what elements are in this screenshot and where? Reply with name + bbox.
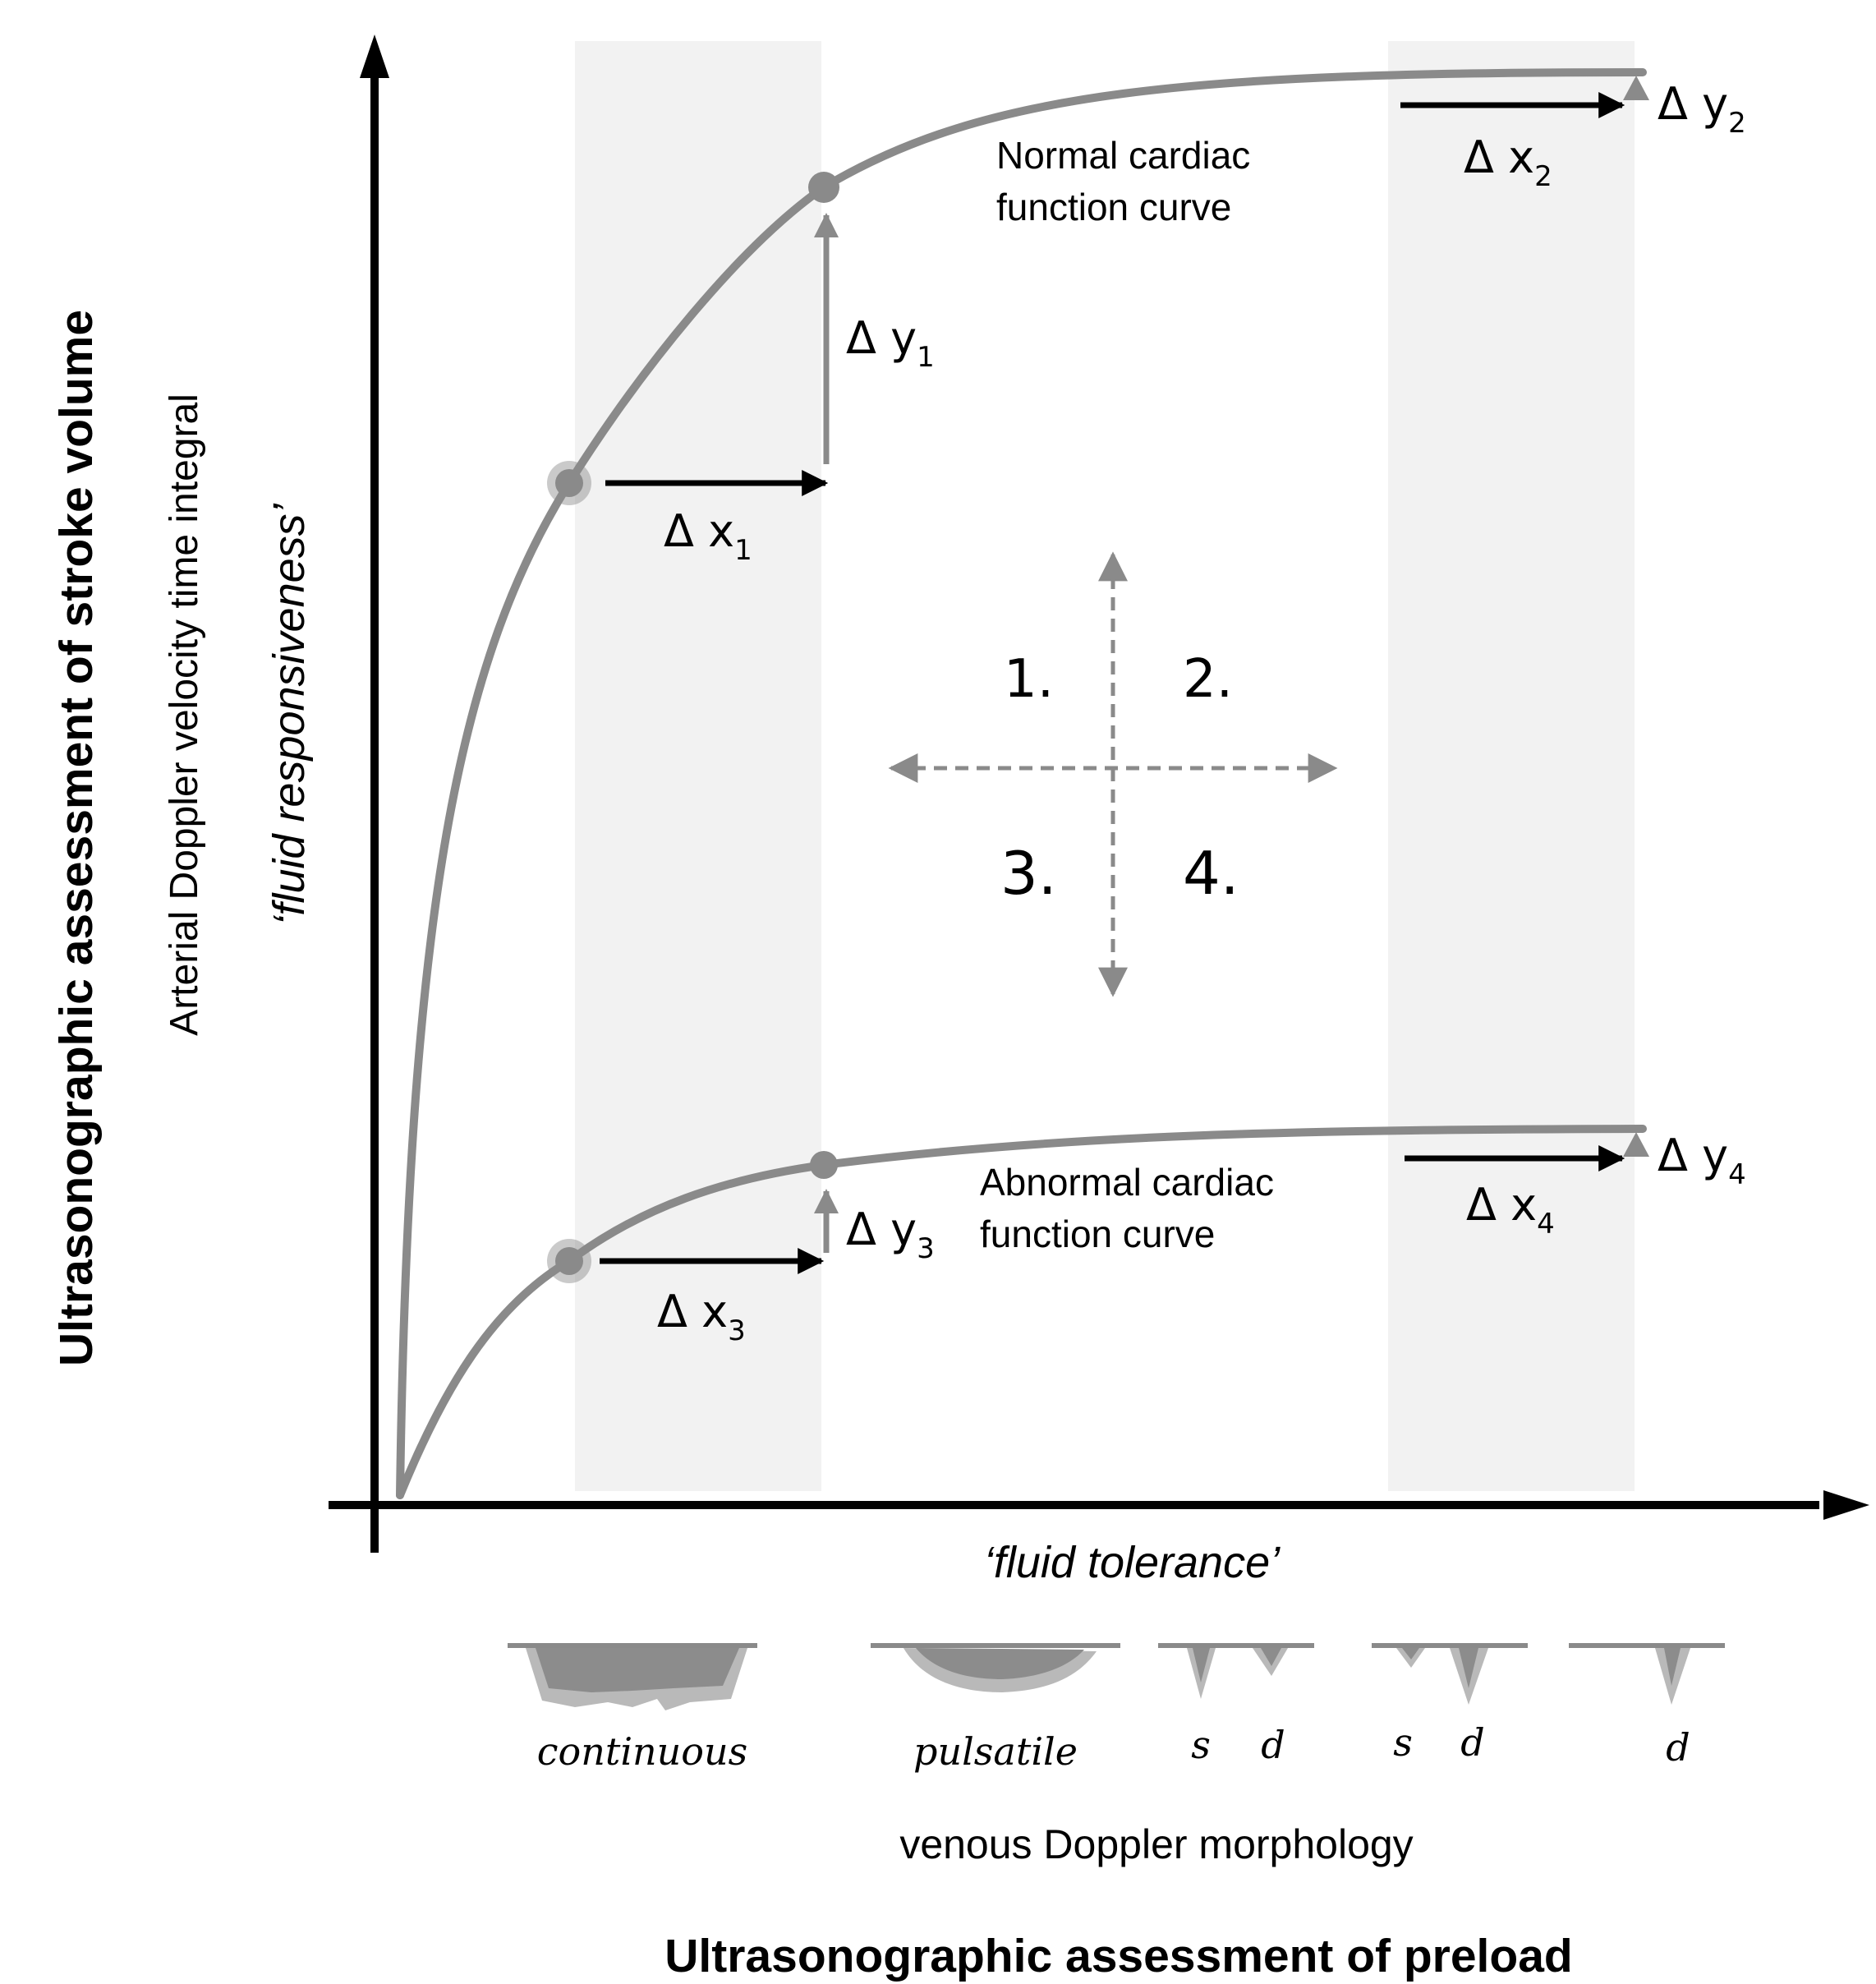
abnormal-curve-label-line2: function curve	[980, 1213, 1215, 1255]
normal-cardiac-function-curve	[396, 68, 1647, 1499]
y-axis-arrowhead	[360, 35, 389, 78]
x-axis-concept: ‘fluid tolerance’	[984, 1538, 1281, 1587]
doppler-pulsatile	[871, 1643, 1120, 1692]
doppler-s-d-2	[1372, 1643, 1528, 1705]
x-axis-subtitle: venous Doppler morphology	[899, 1821, 1413, 1867]
quadrant-label-3: 3.	[1000, 839, 1057, 908]
doppler-s-d-1	[1158, 1643, 1314, 1699]
dy4-arrowhead	[1623, 1132, 1649, 1157]
operating-point	[555, 1247, 583, 1275]
dx1-label: Δ x1	[664, 505, 752, 567]
doppler-label-continuous: continuous	[537, 1729, 747, 1774]
doppler-continuous	[508, 1643, 757, 1710]
y-axis-title: Ultrasonographic assessment of stroke vo…	[50, 310, 103, 1366]
quadrant-label-2: 2.	[1183, 649, 1233, 710]
abnormal-cardiac-function-curve	[396, 1125, 1647, 1499]
y-axis-concept: ‘fluid responsiveness’	[264, 503, 314, 925]
doppler-d-only	[1569, 1643, 1725, 1705]
normal-curve-label-line1: Normal cardiac	[996, 134, 1250, 177]
band-right	[1388, 41, 1635, 1491]
normal-curve-label-line2: function curve	[996, 186, 1231, 228]
doppler-label-d: d	[1460, 1720, 1484, 1765]
operating-point	[555, 469, 583, 497]
dy4-label: Δ y4	[1658, 1130, 1746, 1191]
quadrant-label-4: 4.	[1183, 839, 1239, 908]
dy2-arrowhead	[1623, 76, 1649, 100]
dy3-label: Δ y3	[846, 1204, 935, 1265]
quadrant-label-1: 1.	[1004, 649, 1054, 710]
dy1-label: Δ y1	[846, 312, 935, 374]
x-axis-title: Ultrasonographic assessment of preload	[664, 1930, 1572, 1982]
doppler-label-d: d	[1666, 1725, 1690, 1770]
doppler-label-pulsatile: pulsatile	[913, 1729, 1078, 1774]
band-left	[575, 41, 821, 1491]
doppler-label-s: s	[1393, 1720, 1413, 1765]
x-axis-arrowhead	[1823, 1490, 1869, 1520]
dx3-label: Δ x3	[657, 1286, 746, 1347]
doppler-label-s: s	[1191, 1723, 1211, 1767]
doppler-label-d: d	[1261, 1723, 1285, 1767]
dy2-label: Δ y2	[1658, 78, 1746, 140]
abnormal-curve-label-line1: Abnormal cardiac	[980, 1161, 1274, 1204]
dx4-label: Δ x4	[1466, 1179, 1555, 1241]
dx2-label: Δ x2	[1464, 131, 1552, 193]
y-axis-subtitle: Arterial Doppler velocity time integral	[163, 394, 206, 1036]
operating-point	[810, 1151, 838, 1179]
operating-point	[808, 172, 839, 203]
